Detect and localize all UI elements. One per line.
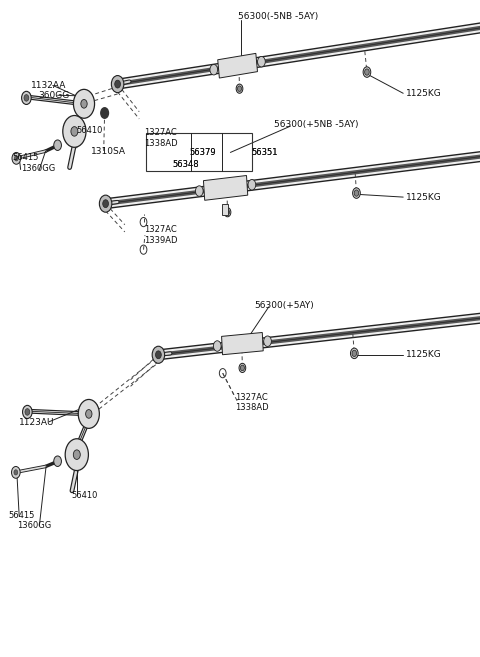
Circle shape xyxy=(239,363,246,373)
Circle shape xyxy=(111,76,124,93)
Text: 1338AD: 1338AD xyxy=(235,403,269,413)
Text: 56300(-5NB -5AY): 56300(-5NB -5AY) xyxy=(238,12,318,21)
Text: 56348: 56348 xyxy=(173,160,199,169)
Circle shape xyxy=(258,57,265,67)
Circle shape xyxy=(65,439,88,470)
Circle shape xyxy=(354,190,359,196)
Text: 360GG: 360GG xyxy=(38,91,70,101)
Text: 56351: 56351 xyxy=(252,148,278,157)
Circle shape xyxy=(214,341,221,351)
Circle shape xyxy=(350,348,358,359)
Circle shape xyxy=(226,210,229,215)
Circle shape xyxy=(238,86,241,91)
Circle shape xyxy=(24,95,29,101)
Text: 1327AC: 1327AC xyxy=(235,393,268,402)
Circle shape xyxy=(25,409,30,415)
Polygon shape xyxy=(204,175,248,200)
Text: 1125KG: 1125KG xyxy=(406,193,441,202)
Circle shape xyxy=(14,156,18,161)
Circle shape xyxy=(101,108,108,118)
Circle shape xyxy=(156,351,161,359)
Circle shape xyxy=(99,195,112,212)
Text: 1123AU: 1123AU xyxy=(19,418,55,427)
Circle shape xyxy=(352,350,357,357)
Circle shape xyxy=(14,470,18,475)
Circle shape xyxy=(63,116,86,147)
Text: 1125KG: 1125KG xyxy=(406,350,441,359)
Circle shape xyxy=(73,89,95,118)
Circle shape xyxy=(54,140,61,150)
Text: 56300(+5NB -5AY): 56300(+5NB -5AY) xyxy=(274,120,358,129)
Circle shape xyxy=(236,84,243,93)
Circle shape xyxy=(103,200,108,208)
Text: 1338AD: 1338AD xyxy=(144,139,178,148)
Circle shape xyxy=(54,456,61,466)
Circle shape xyxy=(81,99,87,108)
Text: 56379: 56379 xyxy=(190,148,216,157)
Circle shape xyxy=(12,152,21,164)
Circle shape xyxy=(264,336,271,346)
Circle shape xyxy=(240,365,244,371)
Text: 1327AC: 1327AC xyxy=(144,225,177,235)
Text: 56351: 56351 xyxy=(252,148,278,157)
Text: 1339AD: 1339AD xyxy=(144,236,178,245)
Text: 1360GG: 1360GG xyxy=(17,521,51,530)
Text: 56410: 56410 xyxy=(71,491,97,500)
Circle shape xyxy=(73,450,80,459)
Circle shape xyxy=(78,399,99,428)
Circle shape xyxy=(71,127,78,136)
Text: 1360GG: 1360GG xyxy=(21,164,55,173)
Circle shape xyxy=(353,188,360,198)
Polygon shape xyxy=(218,53,257,78)
Text: 56415: 56415 xyxy=(12,153,38,162)
Circle shape xyxy=(195,186,203,196)
Bar xyxy=(222,204,228,215)
Polygon shape xyxy=(222,332,263,355)
Text: 56410: 56410 xyxy=(77,125,103,135)
Text: 1125KG: 1125KG xyxy=(406,89,441,98)
Text: 1327AC: 1327AC xyxy=(144,128,177,137)
Text: 56300(+5AY): 56300(+5AY) xyxy=(254,301,314,310)
Text: 56379: 56379 xyxy=(190,148,216,157)
Circle shape xyxy=(12,466,20,478)
Circle shape xyxy=(224,208,231,217)
Circle shape xyxy=(22,91,31,104)
Circle shape xyxy=(365,69,369,75)
Bar xyxy=(146,133,252,171)
Circle shape xyxy=(152,346,165,363)
Circle shape xyxy=(210,64,217,75)
Circle shape xyxy=(115,80,120,88)
Circle shape xyxy=(23,405,32,419)
Circle shape xyxy=(248,179,256,190)
Text: 1132AA: 1132AA xyxy=(31,81,67,90)
Circle shape xyxy=(363,67,371,78)
Text: 1310SA: 1310SA xyxy=(91,147,126,156)
Text: 56348: 56348 xyxy=(173,160,199,169)
Circle shape xyxy=(85,409,92,419)
Text: 56415: 56415 xyxy=(9,510,35,520)
